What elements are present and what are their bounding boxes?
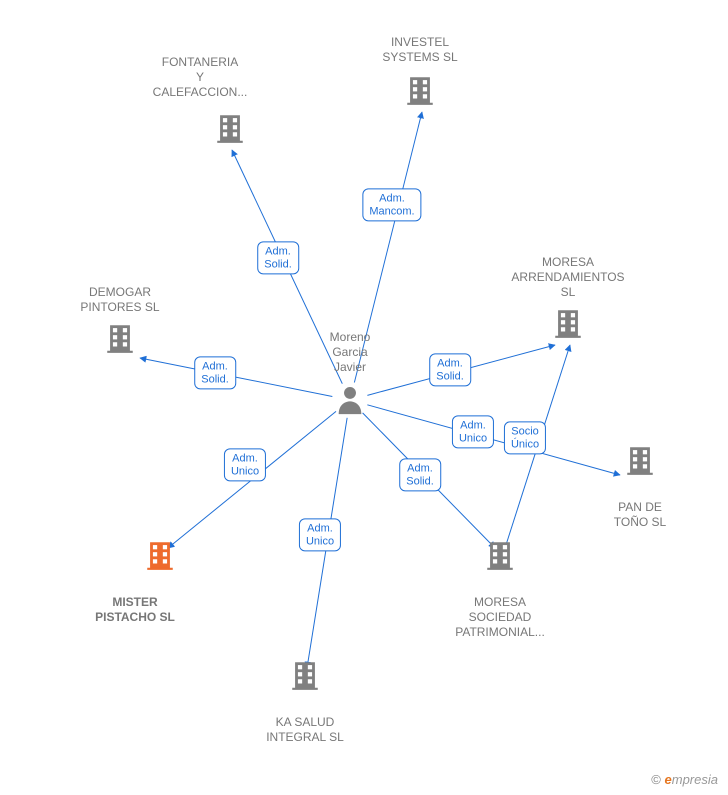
edge-line bbox=[140, 358, 332, 396]
edge-label: Adm. Solid. bbox=[257, 241, 299, 274]
node-label-wrap: PAN DE TOÑO SL bbox=[614, 500, 666, 530]
building-icon[interactable] bbox=[551, 306, 585, 345]
person-icon[interactable] bbox=[333, 383, 367, 422]
node-label: FONTANERIA Y CALEFACCION... bbox=[153, 55, 248, 100]
building-icon[interactable] bbox=[143, 538, 177, 577]
building-icon[interactable] bbox=[403, 73, 437, 112]
center-node: Moreno Garcia Javier bbox=[330, 330, 371, 375]
node-label: MISTER PISTACHO SL bbox=[95, 595, 175, 625]
node-label: INVESTEL SYSTEMS SL bbox=[382, 35, 457, 65]
building-icon[interactable] bbox=[103, 321, 137, 360]
node-label-wrap: MISTER PISTACHO SL bbox=[95, 595, 175, 625]
network-diagram: Moreno Garcia Javier FONTANERIA Y CALEFA… bbox=[0, 0, 728, 795]
building-icon[interactable] bbox=[483, 538, 517, 577]
edge-label: Socio Único bbox=[504, 421, 546, 454]
node-label: PAN DE TOÑO SL bbox=[614, 500, 666, 530]
edge-label: Adm. Solid. bbox=[399, 458, 441, 491]
node-label-wrap: MORESA SOCIEDAD PATRIMONIAL... bbox=[455, 595, 545, 640]
node-label: MORESA SOCIEDAD PATRIMONIAL... bbox=[455, 595, 545, 640]
center-node-label: Moreno Garcia Javier bbox=[330, 330, 371, 375]
edge-label: Adm. Solid. bbox=[194, 356, 236, 389]
node-label-wrap: FONTANERIA Y CALEFACCION... bbox=[153, 55, 248, 100]
brand-accent: e bbox=[665, 772, 672, 787]
building-icon[interactable] bbox=[213, 111, 247, 150]
edge-label: Adm. Unico bbox=[224, 448, 266, 481]
brand-rest: mpresia bbox=[672, 772, 718, 787]
building-icon[interactable] bbox=[623, 443, 657, 482]
building-icon[interactable] bbox=[288, 658, 322, 697]
copyright-symbol: © bbox=[651, 772, 661, 787]
node-label-wrap: KA SALUD INTEGRAL SL bbox=[266, 715, 344, 745]
edge-label: Adm. Mancom. bbox=[362, 188, 421, 221]
edge-label: Adm. Solid. bbox=[429, 353, 471, 386]
node-label-wrap: MORESA ARRENDAMIENTOS SL bbox=[511, 255, 624, 300]
watermark: © empresia bbox=[651, 772, 718, 787]
node-label: MORESA ARRENDAMIENTOS SL bbox=[511, 255, 624, 300]
node-label-wrap: INVESTEL SYSTEMS SL bbox=[382, 35, 457, 65]
edge-label: Adm. Unico bbox=[299, 518, 341, 551]
node-label: DEMOGAR PINTORES SL bbox=[80, 285, 159, 315]
node-label-wrap: DEMOGAR PINTORES SL bbox=[80, 285, 159, 315]
edge-label: Adm. Unico bbox=[452, 415, 494, 448]
node-label: KA SALUD INTEGRAL SL bbox=[266, 715, 344, 745]
